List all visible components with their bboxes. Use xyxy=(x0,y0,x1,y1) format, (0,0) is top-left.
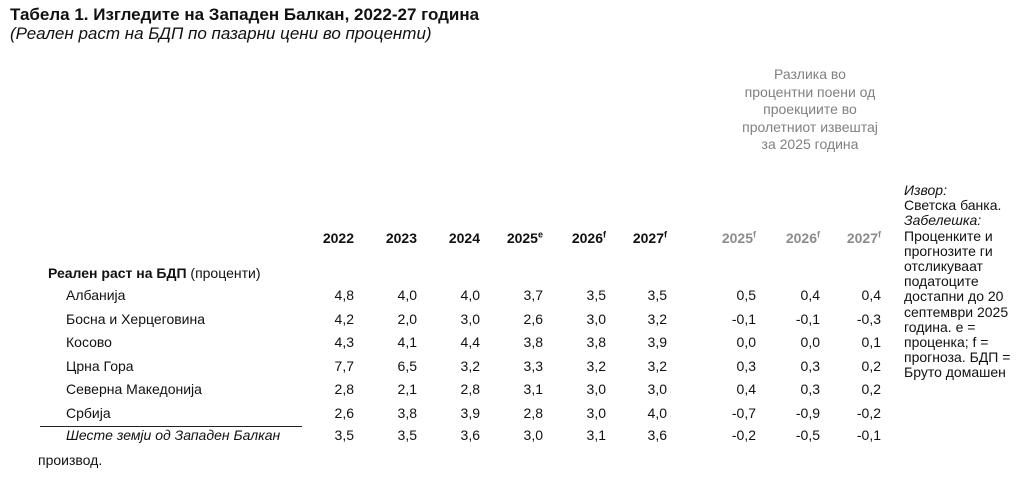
country-label: Косово xyxy=(66,334,112,350)
growth-value: 3,1 xyxy=(586,427,606,443)
summary-row: Шесте земји од Западен Балкан 3,5 3,5 3,6 3,… xyxy=(0,424,900,447)
growth-value: 4,8 xyxy=(334,287,354,303)
growth-value: 3,8 xyxy=(523,334,543,350)
growth-value: 3,2 xyxy=(586,357,606,374)
growth-value: 2,8 xyxy=(460,381,480,397)
year-header-0: 2022 xyxy=(322,230,354,246)
table-row: Србија 2,6 3,8 3,9 2,8 3,0 4,0 -0,7 -0,9 -0,2 xyxy=(0,402,900,425)
growth-value: 2,0 xyxy=(397,310,417,327)
growth-value: 2,8 xyxy=(523,404,543,421)
growth-value: 4,2 xyxy=(334,310,354,327)
year-header-1: 2023 xyxy=(385,230,417,246)
difference-value: -0,1 xyxy=(856,427,881,443)
table-row: Косово 4,3 4,1 4,4 3,8 3,8 3,9 0,0 0,0 0,1 xyxy=(0,331,900,354)
difference-value: -0,2 xyxy=(856,404,881,421)
difference-value: 0,3 xyxy=(800,381,820,397)
growth-value: 3,8 xyxy=(586,334,606,350)
growth-value: 6,5 xyxy=(397,357,417,374)
growth-value: 3,3 xyxy=(523,357,543,374)
growth-value: 4,4 xyxy=(460,334,480,350)
growth-value: 3,6 xyxy=(647,427,667,443)
diff-year-header-2: 2027f xyxy=(846,229,881,246)
difference-value: 0,2 xyxy=(861,381,881,397)
difference-value: 0,5 xyxy=(736,287,756,303)
growth-value: 3,0 xyxy=(460,310,480,327)
diff-year-header-0: 2025f xyxy=(721,229,756,246)
summary-divider xyxy=(40,426,302,427)
difference-value: 0,4 xyxy=(861,287,881,303)
summary-label: Шесте земји од Западен Балкан xyxy=(66,427,281,443)
note-label: Забелешка: xyxy=(904,212,982,229)
growth-value: 3,5 xyxy=(647,287,667,303)
growth-value: 3,7 xyxy=(523,287,543,303)
growth-value: 3,0 xyxy=(586,381,606,397)
difference-value: 0,4 xyxy=(736,381,756,397)
growth-value: 3,9 xyxy=(460,404,480,421)
difference-value: -0,1 xyxy=(795,310,820,327)
section-heading-rest: (проценти) xyxy=(186,265,261,281)
growth-value: 4,3 xyxy=(334,334,354,350)
growth-value: 4,0 xyxy=(647,404,667,421)
growth-value: 3,0 xyxy=(523,427,543,443)
section-heading-bold: Реален раст на БДП xyxy=(48,265,187,281)
growth-value: 4,1 xyxy=(397,334,417,350)
growth-value: 4,0 xyxy=(460,287,480,303)
growth-value: 2,6 xyxy=(523,310,543,327)
difference-header: Разлика во процентни поени од проекциите… xyxy=(742,66,878,153)
growth-value: 3,9 xyxy=(647,334,667,350)
growth-value: 3,0 xyxy=(586,310,606,327)
growth-value: 3,0 xyxy=(586,404,606,421)
country-label: Црна Гора xyxy=(66,357,134,374)
table-row: Северна Македонија 2,8 2,1 2,8 3,1 3,0 3,0 0,4 0… xyxy=(0,378,900,401)
diff-year-header-1: 2026f xyxy=(785,229,820,246)
growth-value: 7,7 xyxy=(334,357,354,374)
growth-value: 3,2 xyxy=(647,310,667,327)
growth-value: 3,0 xyxy=(647,381,667,397)
note-continuation: производ. xyxy=(38,452,103,468)
difference-value: -0,2 xyxy=(731,427,756,443)
country-label: Северна Македонија xyxy=(66,381,202,397)
growth-value: 4,0 xyxy=(397,287,417,303)
country-label: Босна и Херцеговина xyxy=(66,310,206,327)
table-row: Албанија 4,8 4,0 4,0 3,7 3,5 3,5 0,5 0,4 0,4 xyxy=(0,284,900,307)
table-subtitle: (Реален раст на БДП по пазарни цени во п… xyxy=(10,24,432,43)
growth-value: 3,5 xyxy=(334,427,354,443)
source-text: Светска банка. xyxy=(904,197,1002,214)
difference-value: 0,0 xyxy=(800,334,820,350)
growth-value: 3,6 xyxy=(460,427,480,443)
year-header-4: 2026f xyxy=(571,229,606,246)
difference-value: -0,7 xyxy=(731,404,756,421)
year-header-3: 2025e xyxy=(506,229,543,246)
table-row: Црна Гора 7,7 6,5 3,2 3,3 3,2 3,2 0,3 0,3 0,2 xyxy=(0,355,900,378)
source-label: Извор: xyxy=(904,182,947,198)
difference-value: 0,3 xyxy=(800,357,820,374)
year-header-5: 2027f xyxy=(632,229,667,246)
country-label: Албанија xyxy=(66,287,126,303)
growth-value: 3,2 xyxy=(460,357,480,374)
year-header-2: 2024 xyxy=(448,230,480,246)
difference-value: 0,4 xyxy=(800,287,820,303)
difference-value: -0,5 xyxy=(795,427,820,443)
difference-value: -0,9 xyxy=(795,404,820,421)
growth-value: 2,6 xyxy=(334,404,354,421)
note-text: Проценките и прогнозите ги отсликуваат п… xyxy=(904,227,1011,381)
source-note: Извор: Светска банка. Забелешка: Проценк… xyxy=(904,182,1022,381)
difference-value: 0,3 xyxy=(736,357,756,374)
growth-value: 3,2 xyxy=(647,357,667,374)
growth-value: 2,8 xyxy=(334,381,354,397)
difference-value: -0,1 xyxy=(731,310,756,327)
difference-value: 0,2 xyxy=(861,357,881,374)
difference-value: 0,0 xyxy=(736,334,756,350)
country-label: Србија xyxy=(66,404,111,421)
table-title: Табела 1. Изгледите на Западен Балкан, 2… xyxy=(10,5,480,24)
difference-value: -0,3 xyxy=(856,310,881,327)
growth-value: 2,1 xyxy=(397,381,417,397)
growth-value: 3,1 xyxy=(523,381,543,397)
difference-value: 0,1 xyxy=(861,334,881,350)
growth-value: 3,5 xyxy=(586,287,606,303)
growth-value: 3,5 xyxy=(397,427,417,443)
table-row: Босна и Херцеговина 4,2 2,0 3,0 2,6 3,0 3,2 -0,… xyxy=(0,308,900,331)
section-heading: Реален раст на БДП (проценти) xyxy=(48,265,261,281)
growth-value: 3,8 xyxy=(397,404,417,421)
